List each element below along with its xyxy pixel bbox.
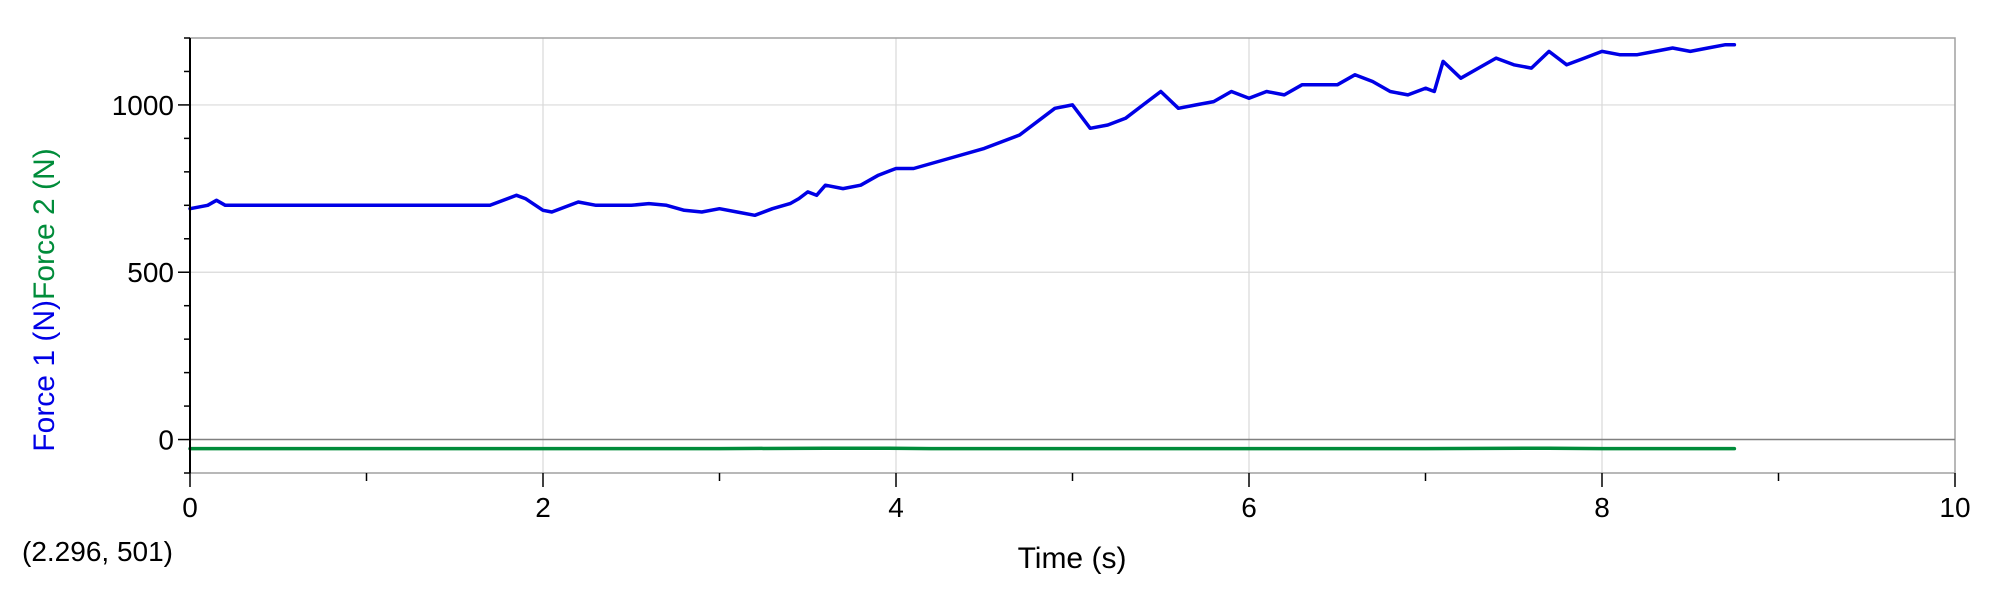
y-axis-title: Force 1 (N)Force 2 (N) [28, 148, 61, 451]
series-group [188, 42, 1737, 451]
y-tick-label: 500 [127, 257, 174, 288]
y-axis-title-force-2: Force 2 (N) [28, 148, 61, 300]
y-tick-label: 1000 [112, 90, 174, 121]
x-tick-label: 8 [1594, 492, 1610, 523]
series-line-force-1 [188, 42, 1737, 218]
y-axis-title-force-1: Force 1 (N) [28, 300, 61, 452]
x-tick-label: 2 [535, 492, 551, 523]
x-tick-label: 6 [1241, 492, 1257, 523]
axes [178, 37, 1956, 487]
y-tick-label: 0 [158, 425, 174, 456]
x-axis-title: Time (s) [1018, 542, 1127, 575]
tick-labels: 0 500 1000 0 2 4 6 8 10 [112, 90, 1971, 523]
x-tick-label: 4 [888, 492, 904, 523]
coordinate-readout: (2.296, 501) [22, 536, 173, 567]
x-tick-label: 10 [1939, 492, 1970, 523]
x-tick-label: 0 [182, 492, 198, 523]
